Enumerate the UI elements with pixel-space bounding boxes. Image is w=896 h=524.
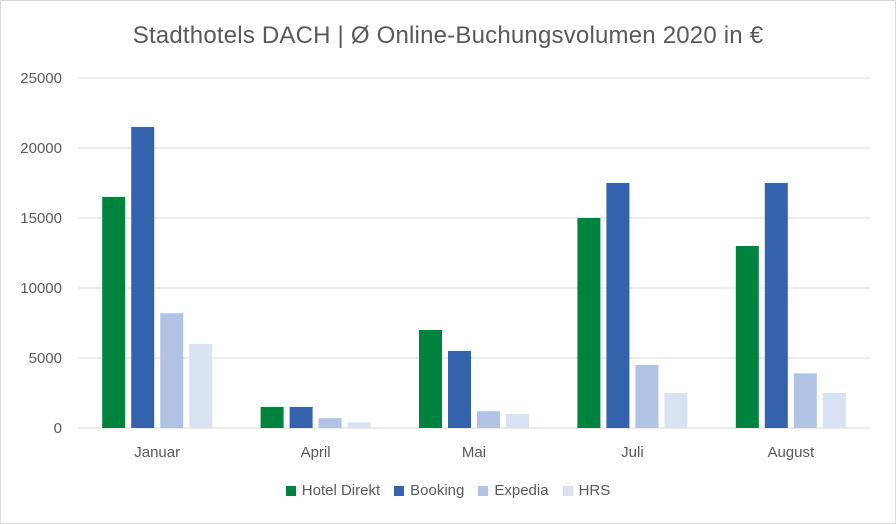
bar-april-hotel-direkt (260, 407, 284, 428)
x-axis-categories: Januar April Mai Juli August (134, 444, 815, 461)
legend-label: HRS (578, 482, 611, 499)
x-category-label: Mai (462, 444, 486, 461)
bar-mai-booking (448, 351, 471, 428)
bar-august-hrs (822, 393, 846, 428)
y-tick-label: 10000 (20, 280, 62, 297)
x-category-label: Juli (621, 444, 644, 461)
legend-swatch (562, 485, 573, 496)
x-category-label: April (301, 444, 331, 461)
legend-item: Expedia (478, 482, 549, 499)
bar-januar-hotel-direkt (102, 197, 126, 428)
legend-swatch (394, 485, 405, 496)
bar-juli-booking (606, 183, 630, 428)
bar-januar-hrs (189, 344, 213, 428)
bar-juli-expedia (635, 365, 659, 428)
legend-label: Hotel Direkt (301, 482, 381, 499)
y-tick-label: 20000 (20, 140, 62, 157)
bar-januar-booking (131, 127, 155, 428)
x-category-label: Januar (134, 444, 180, 461)
bar-mai-hrs (506, 414, 529, 428)
bar-juli-hotel-direkt (577, 218, 601, 428)
y-tick-label: 0 (54, 420, 62, 437)
bar-april-booking (289, 407, 313, 428)
x-category-label: August (767, 444, 815, 461)
bar-august-expedia (793, 373, 817, 428)
bar-mai-hotel-direkt (419, 330, 442, 428)
legend-item: Hotel Direkt (285, 482, 381, 499)
legend: Hotel Direkt Booking Expedia HRS (0, 482, 896, 499)
legend-item: Booking (394, 482, 464, 499)
y-tick-label: 5000 (29, 350, 62, 367)
bar-august-hotel-direkt (735, 246, 759, 428)
y-tick-label: 25000 (20, 70, 62, 87)
bar-april-expedia (318, 418, 342, 428)
bar-april-hrs (347, 422, 371, 428)
legend-swatch (478, 485, 489, 496)
chart-title: Stadthotels DACH | Ø Online-Buchungsvolu… (132, 22, 764, 49)
y-tick-label: 15000 (20, 210, 62, 227)
bar-januar-expedia (160, 313, 184, 428)
bars (102, 127, 846, 428)
bar-august-booking (764, 183, 788, 428)
bar-juli-hrs (664, 393, 688, 428)
legend-item: HRS (562, 482, 611, 499)
legend-label: Booking (410, 482, 465, 499)
legend-label: Expedia (494, 482, 549, 499)
bar-mai-expedia (477, 411, 500, 428)
legend-swatch (285, 485, 296, 496)
y-axis-ticks: 0 5000 10000 15000 20000 25000 (20, 70, 62, 437)
